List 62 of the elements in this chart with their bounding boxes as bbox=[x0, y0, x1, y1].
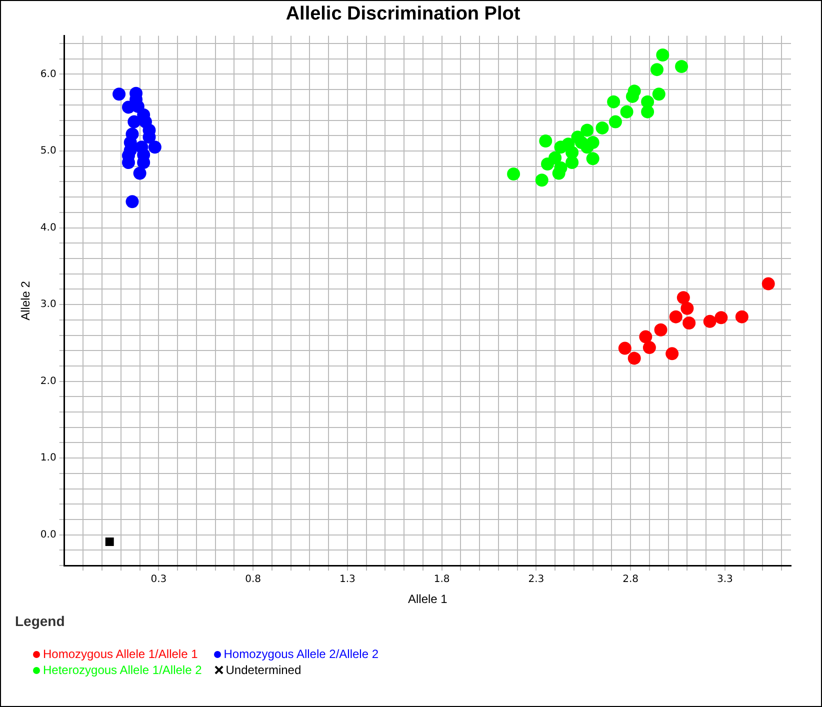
legend-label: Heterozygous Allele 1/Allele 2 bbox=[43, 663, 202, 677]
point bbox=[580, 124, 594, 137]
x-tick-label: 0.3 bbox=[150, 574, 167, 586]
x-tick-label: 2.8 bbox=[622, 574, 639, 586]
point bbox=[628, 84, 641, 98]
point bbox=[554, 161, 568, 174]
y-tick-label: 5.0 bbox=[40, 146, 56, 157]
y-tick-label: 4.0 bbox=[40, 222, 56, 234]
y-tick-label: 2.0 bbox=[40, 376, 56, 387]
point bbox=[735, 310, 748, 324]
point bbox=[642, 341, 656, 354]
point bbox=[652, 88, 666, 101]
point bbox=[703, 314, 716, 328]
point bbox=[586, 152, 600, 166]
y-tick-label: 0.0 bbox=[40, 529, 56, 540]
y-tick-label: 1.0 bbox=[40, 452, 56, 464]
point bbox=[669, 310, 682, 324]
point bbox=[122, 100, 135, 114]
point bbox=[666, 347, 679, 360]
point bbox=[654, 323, 668, 336]
point bbox=[762, 277, 775, 290]
point bbox=[650, 63, 664, 76]
point bbox=[639, 330, 652, 344]
point bbox=[608, 115, 622, 128]
point bbox=[680, 302, 694, 315]
x-tick-label: 3.3 bbox=[716, 574, 733, 586]
point bbox=[148, 140, 162, 154]
x-tick-label: 1.3 bbox=[339, 574, 356, 586]
legend-title: Legend bbox=[15, 613, 66, 629]
x-tick-label: 2.3 bbox=[528, 574, 544, 586]
point bbox=[133, 166, 146, 180]
point bbox=[641, 105, 654, 118]
point bbox=[682, 316, 696, 330]
point bbox=[539, 134, 552, 148]
y-axis-title: Allele 2 bbox=[18, 280, 33, 320]
y-tick-label: 3.0 bbox=[40, 299, 56, 310]
point bbox=[105, 538, 114, 546]
point bbox=[656, 48, 670, 62]
y-tick-label: 6.0 bbox=[40, 68, 56, 80]
point bbox=[628, 352, 641, 365]
x-tick-label: 0.8 bbox=[245, 574, 262, 586]
point bbox=[535, 174, 548, 187]
point bbox=[607, 95, 620, 108]
point bbox=[675, 60, 688, 74]
x-tick-label: 1.8 bbox=[434, 574, 450, 586]
point bbox=[126, 195, 139, 208]
point bbox=[548, 151, 562, 164]
point bbox=[507, 168, 520, 181]
x-axis-title: Allele 1 bbox=[408, 592, 448, 606]
point bbox=[112, 88, 126, 101]
chart-title: Allelic Discrimination Plot bbox=[286, 4, 521, 25]
legend-label: Homozygous Allele 2/Allele 2 bbox=[224, 647, 379, 661]
point bbox=[676, 291, 690, 304]
point bbox=[596, 121, 609, 134]
point bbox=[554, 140, 568, 154]
point bbox=[128, 115, 141, 128]
point bbox=[714, 311, 728, 324]
point bbox=[620, 105, 634, 118]
legend-label: Homozygous Allele 1/Allele 1 bbox=[43, 647, 198, 661]
point bbox=[618, 342, 632, 355]
point bbox=[566, 156, 579, 169]
legend-label: Undetermined bbox=[226, 663, 302, 677]
